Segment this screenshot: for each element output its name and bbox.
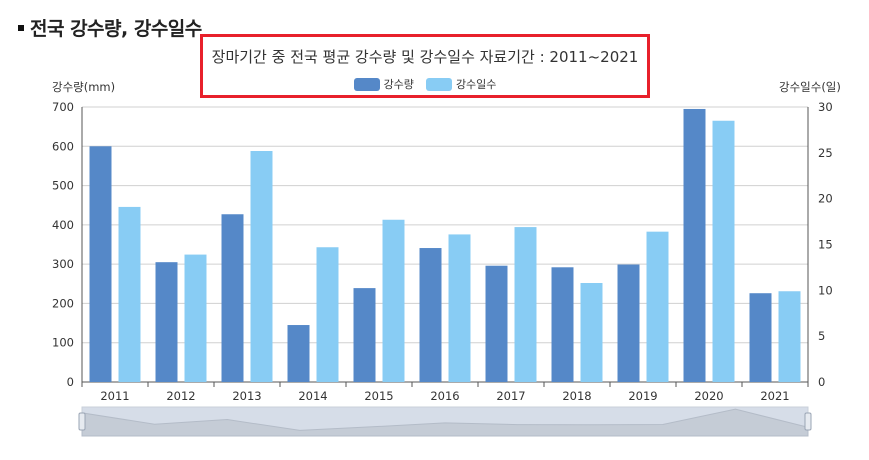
x-tick-label: 2012 xyxy=(166,389,195,403)
bar-rainfall-2020 xyxy=(683,108,706,382)
legend-item-rain-days[interactable]: 강수일수 xyxy=(425,76,497,92)
slider-preview-area xyxy=(81,408,809,437)
bar-rain-days-2011 xyxy=(118,206,141,382)
chart-title-highlight-box: 장마기간 중 전국 평균 강수량 및 강수일수 자료기간 : 2011~2021… xyxy=(200,34,650,98)
data-zoom-slider[interactable] xyxy=(78,406,812,437)
bar-rain-days-2015 xyxy=(382,219,405,382)
x-tick-label: 2021 xyxy=(760,389,789,403)
legend-swatch-rain-days xyxy=(425,77,452,91)
y-tick-label-right: 20 xyxy=(818,192,833,206)
x-tick-label: 2020 xyxy=(694,389,723,403)
bar-rain-days-2012 xyxy=(184,254,207,382)
bar-rain-days-2020 xyxy=(712,120,735,382)
y-tick-label-left: 0 xyxy=(67,375,74,389)
section-title: 전국 강수량, 강수일수 xyxy=(18,14,202,41)
y-tick-label-right: 30 xyxy=(818,100,833,114)
bar-rainfall-2019 xyxy=(617,264,640,382)
y-axis-title-left: 강수량(mm) xyxy=(52,80,116,94)
y-tick-label-right: 25 xyxy=(818,146,833,160)
legend: 강수량 강수일수 xyxy=(203,76,647,92)
slider-handle-right[interactable] xyxy=(804,412,812,431)
legend-swatch-rainfall xyxy=(353,77,380,91)
x-tick-label: 2017 xyxy=(496,389,525,403)
y-tick-label-left: 700 xyxy=(52,100,74,114)
bar-rainfall-2012 xyxy=(155,262,178,382)
bar-rain-days-2016 xyxy=(448,234,471,382)
y-tick-label-left: 100 xyxy=(52,336,74,350)
x-tick-label: 2011 xyxy=(100,389,129,403)
x-tick-label: 2014 xyxy=(298,389,327,403)
legend-label-rainfall: 강수량 xyxy=(383,78,414,91)
bar-rainfall-2017 xyxy=(485,265,508,382)
bar-rainfall-2011 xyxy=(89,146,112,382)
bar-rainfall-2016 xyxy=(419,248,442,382)
bar-rainfall-2018 xyxy=(551,267,574,382)
bar-rain-days-2014 xyxy=(316,247,339,382)
x-tick-label: 2015 xyxy=(364,389,393,403)
y-tick-label-right: 10 xyxy=(818,283,833,297)
x-tick-label: 2018 xyxy=(562,389,591,403)
y-tick-label-right: 5 xyxy=(818,329,825,343)
bar-rain-days-2021 xyxy=(778,291,801,382)
slider-handle-left[interactable] xyxy=(78,412,86,431)
y-tick-label-left: 600 xyxy=(52,139,74,153)
legend-label-rain-days: 강수일수 xyxy=(455,78,497,91)
chart-title: 장마기간 중 전국 평균 강수량 및 강수일수 자료기간 : 2011~2021 xyxy=(211,48,639,66)
y-tick-label-left: 300 xyxy=(52,257,74,271)
bar-rainfall-2021 xyxy=(749,293,772,382)
legend-item-rainfall[interactable]: 강수량 xyxy=(353,76,414,92)
bar-rain-days-2017 xyxy=(514,227,537,382)
bar-rainfall-2015 xyxy=(353,288,376,382)
y-tick-label-left: 500 xyxy=(52,179,74,193)
x-tick-label: 2019 xyxy=(628,389,657,403)
bar-rain-days-2013 xyxy=(250,151,273,382)
bar-rainfall-2014 xyxy=(287,325,310,382)
bar-rain-days-2019 xyxy=(646,231,669,382)
bar-rainfall-2013 xyxy=(221,214,244,382)
bar-rain-days-2018 xyxy=(580,283,603,382)
y-tick-label-right: 0 xyxy=(818,375,825,389)
bullet-icon xyxy=(18,24,24,31)
y-axis-title-right: 강수일수(일) xyxy=(779,80,841,94)
x-tick-label: 2013 xyxy=(232,389,261,403)
x-tick-label: 2016 xyxy=(430,389,459,403)
y-tick-label-right: 15 xyxy=(818,238,833,252)
section-title-text: 전국 강수량, 강수일수 xyxy=(30,18,202,40)
y-tick-label-left: 200 xyxy=(52,296,74,310)
y-tick-label-left: 400 xyxy=(52,218,74,232)
